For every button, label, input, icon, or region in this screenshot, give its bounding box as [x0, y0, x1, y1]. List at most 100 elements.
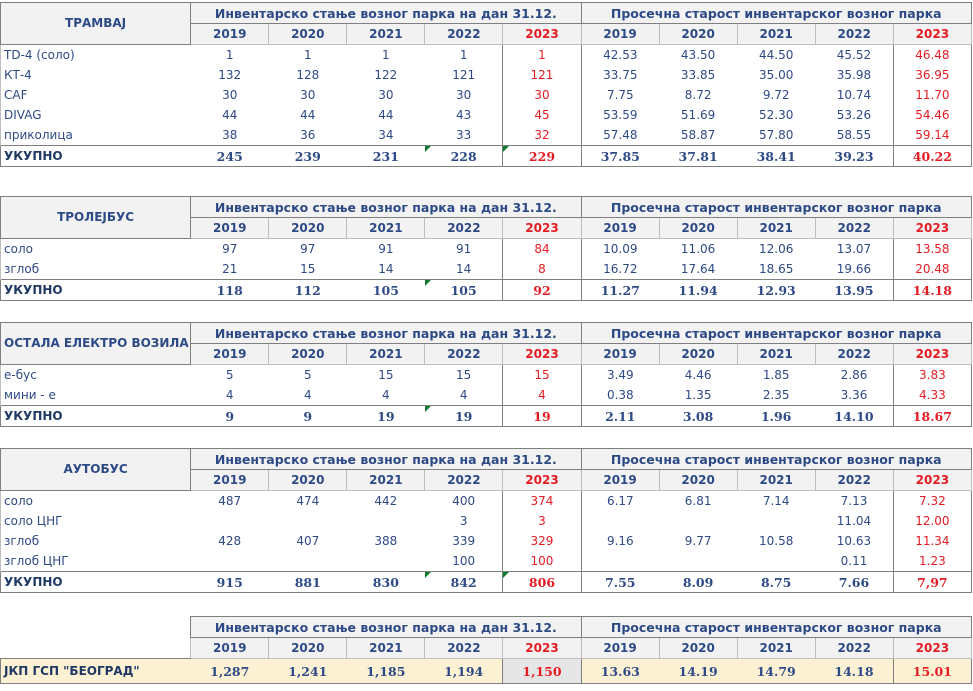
- avg-age-value: 18.67: [892, 405, 973, 427]
- year-header: 2021: [736, 343, 816, 365]
- inventory-value: 97: [300, 241, 316, 256]
- year-header: 2020: [658, 469, 738, 491]
- inventory-value: 92: [502, 279, 582, 301]
- year-header: 2020: [658, 343, 738, 365]
- inventory-value: [269, 551, 347, 572]
- inventory-value: 374: [502, 490, 582, 511]
- inventory-section-header: Инвентарско стање возног парка на дан 31…: [190, 448, 582, 470]
- avg-age-value: 51.69: [680, 107, 716, 122]
- avg-age-value: 37.85: [581, 145, 660, 167]
- row-label: соло: [0, 490, 191, 511]
- year-header: 2019: [580, 217, 660, 239]
- inventory-value: 100: [502, 551, 582, 572]
- avg-age-value: 11.70: [892, 85, 973, 105]
- year-header: 2021: [736, 23, 816, 45]
- year-header: 2022: [814, 217, 894, 239]
- inventory-value: 4: [502, 385, 582, 406]
- inventory-value: 21: [222, 261, 238, 276]
- row-label: УКУПНО: [0, 571, 191, 593]
- inventory-value: 915: [190, 571, 269, 593]
- inventory-value: [347, 551, 425, 572]
- avg-age-value: 10.09: [603, 241, 638, 256]
- year-header: 2019: [190, 217, 270, 239]
- avg-age-value: 35.00: [758, 67, 794, 82]
- inventory-value: 44: [222, 107, 238, 122]
- avg-age-section-header: Просечна старост инвентарског возног пар…: [580, 322, 973, 344]
- inventory-value: 121: [452, 67, 476, 82]
- inventory-section-header: Инвентарско стање возног парка на дан 31…: [190, 2, 582, 24]
- avg-age-value: 13.95: [815, 279, 894, 301]
- inventory-value: 15: [456, 367, 472, 382]
- table-row: DIVAG 44 44 44 43 45 53.59 51.69 52.30 53.26 54.46: [0, 105, 973, 125]
- inventory-value: 806: [502, 571, 582, 593]
- year-header: 2019: [580, 343, 660, 365]
- inventory-value: 5: [303, 367, 312, 382]
- year-header: 2020: [268, 637, 348, 659]
- avg-age-value: 36.95: [892, 65, 973, 85]
- inventory-value: 19: [346, 405, 425, 427]
- row-label: КТ-4: [0, 65, 191, 85]
- inventory-value: 407: [296, 533, 320, 548]
- inventory-value: 1: [382, 47, 390, 62]
- avg-age-value: 7,97: [892, 571, 973, 593]
- year-header: 2020: [268, 469, 348, 491]
- inventory-value: 229: [502, 145, 582, 167]
- avg-age-value: 6.17: [606, 493, 634, 508]
- avg-age-value: 11.06: [680, 241, 716, 256]
- avg-age-value: 42.53: [603, 47, 638, 62]
- year-header: 2019: [580, 469, 660, 491]
- table-row: соло ЦНГ 3 3 11.04 12.00: [0, 511, 973, 531]
- avg-age-value: 6.81: [684, 493, 712, 508]
- year-header: 2022: [814, 469, 894, 491]
- row-label: приколица: [0, 125, 191, 146]
- table-row: соло 97 97 91 91 84 10.09 11.06 12.06 13.07 13.58: [0, 238, 973, 259]
- inventory-value: 38: [222, 127, 238, 142]
- table-row: TD-4 (соло) 1 1 1 1 1 42.53 43.50 44.50 45.52 46.4…: [0, 44, 973, 65]
- avg-age-value: 7.55: [581, 571, 660, 593]
- avg-age-value: 8.75: [737, 571, 816, 593]
- inventory-value: 19: [502, 405, 582, 427]
- avg-age-value: 0.11: [840, 553, 868, 568]
- avg-age-value: [581, 551, 659, 572]
- inventory-value: 122: [374, 67, 398, 82]
- inventory-value: 881: [268, 571, 347, 593]
- avg-age-value: 9.77: [684, 533, 712, 548]
- avg-age-value: 37.81: [659, 145, 738, 167]
- year-header: 2020: [658, 637, 738, 659]
- avg-age-value: 10.58: [758, 533, 794, 548]
- inventory-value: 91: [378, 241, 394, 256]
- table-row: зглоб 428 407 388 339 329 9.16 9.77 10.58 10.63 11…: [0, 531, 973, 551]
- table-row: е-бус 5 5 15 15 15 3.49 4.46 1.85 2.86 3.83: [0, 364, 973, 385]
- category-title: ОСТАЛА ЕЛЕКТРО ВОЗИЛА: [0, 322, 192, 365]
- avg-age-section-header: Просечна старост инвентарског возног пар…: [580, 448, 973, 470]
- category-title: ТРОЛЕЈБУС: [0, 196, 192, 239]
- avg-age-value: 3.08: [659, 405, 738, 427]
- table-row: CAF 30 30 30 30 30 7.75 8.72 9.72 10.74 11.70: [0, 85, 973, 105]
- year-header: 2023: [502, 637, 582, 659]
- inventory-value: 3: [459, 513, 468, 528]
- year-header: 2023: [892, 217, 973, 239]
- vehicle-block-table: АУТОБУС Инвентарско стање возног парка на…: [0, 448, 973, 593]
- category-title: [0, 616, 191, 659]
- inventory-value: 428: [218, 533, 242, 548]
- inventory-section-header: Инвентарско стање возног парка на дан 31…: [190, 322, 582, 344]
- row-label: соло: [0, 238, 191, 259]
- avg-age-value: 11.34: [892, 531, 973, 551]
- inventory-value: [191, 511, 269, 531]
- inventory-value: 400: [452, 493, 476, 508]
- avg-age-value: 7.66: [815, 571, 894, 593]
- avg-age-value: [737, 511, 815, 531]
- year-header: 2019: [190, 23, 270, 45]
- year-header: 2023: [502, 469, 582, 491]
- inventory-value: 4: [382, 387, 390, 402]
- avg-age-value: 13.63: [581, 658, 660, 684]
- inventory-value: 842: [424, 571, 503, 593]
- avg-age-value: 57.80: [758, 127, 794, 142]
- inventory-value: [347, 511, 425, 531]
- avg-age-value: 39.23: [815, 145, 894, 167]
- year-header: 2020: [658, 23, 738, 45]
- year-header: 2022: [424, 23, 504, 45]
- avg-age-value: 3.83: [892, 364, 973, 385]
- avg-age-value: 16.72: [603, 261, 638, 276]
- avg-age-value: 3.49: [606, 367, 634, 382]
